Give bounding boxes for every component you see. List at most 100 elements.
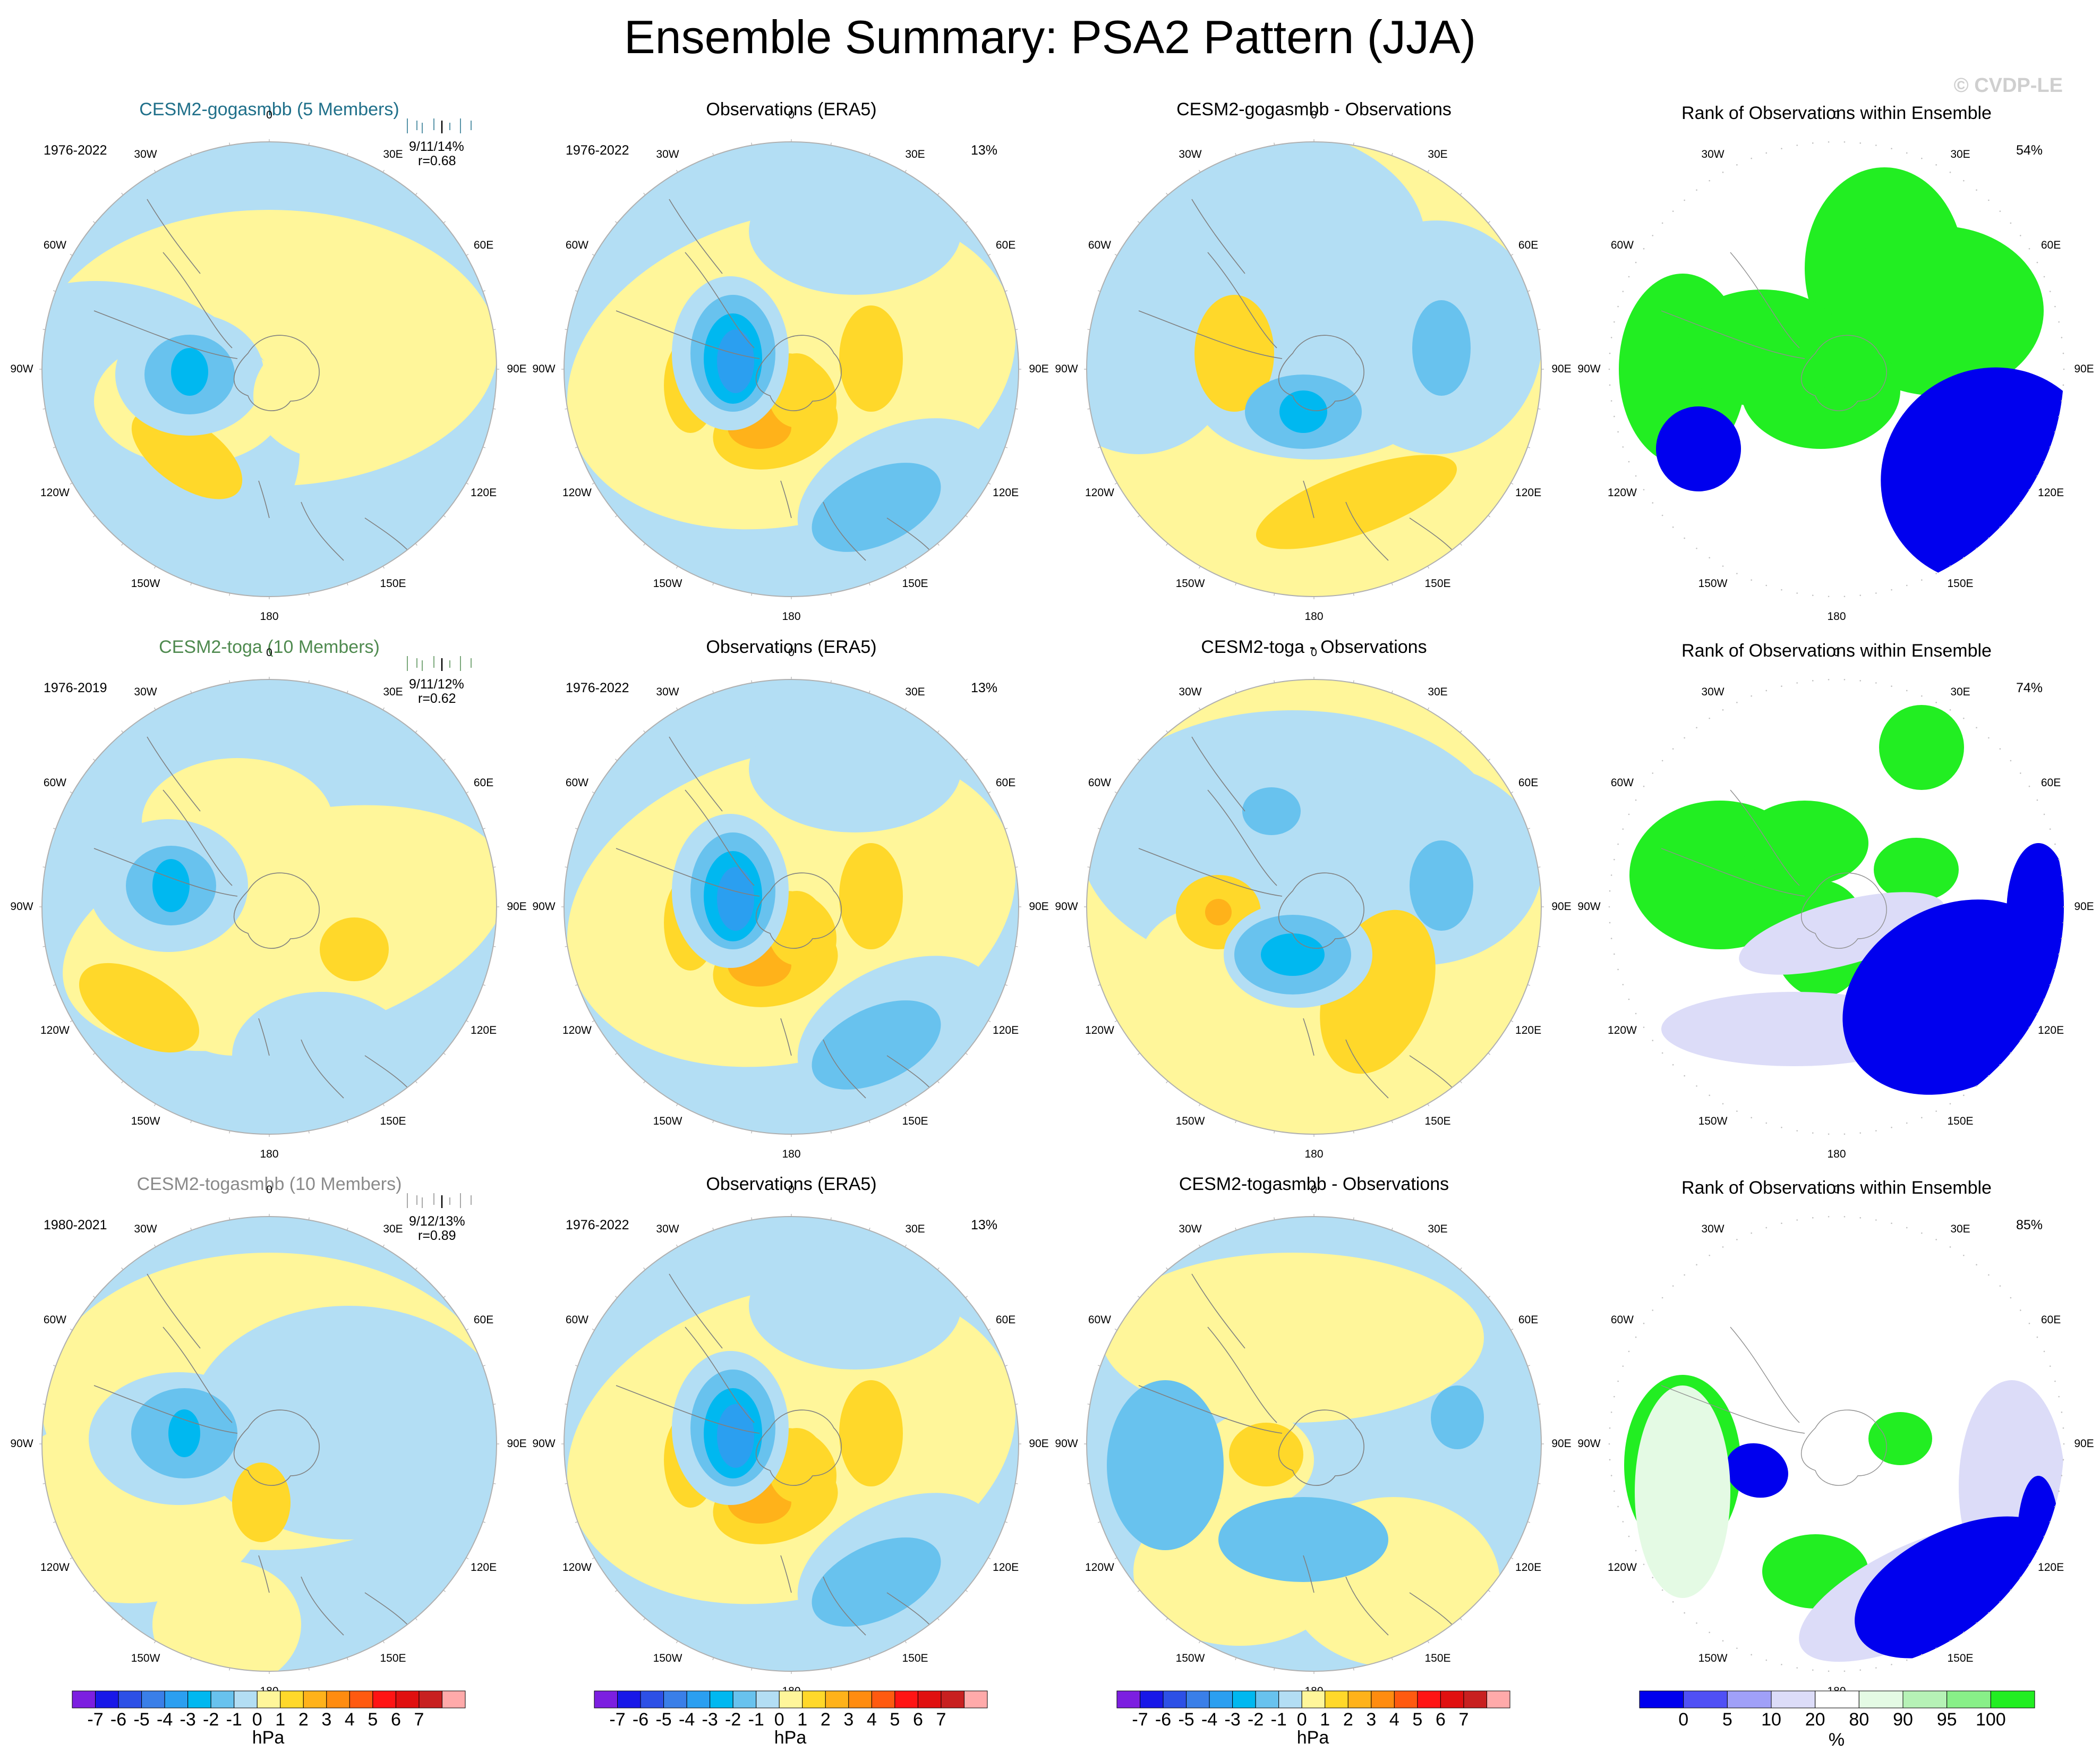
lon-label: 180 bbox=[1304, 610, 1324, 623]
lon-label: 60E bbox=[1518, 239, 1539, 251]
lon-label: 150E bbox=[902, 1652, 928, 1664]
lon-label: 90E bbox=[1029, 363, 1049, 375]
lon-label: 30W bbox=[1179, 1223, 1202, 1236]
contour-region bbox=[1431, 1385, 1484, 1449]
lon-label: 90W bbox=[532, 1438, 556, 1450]
colorbar-swatch bbox=[1116, 1690, 1141, 1708]
colorbar-tick: -6 bbox=[1155, 1710, 1172, 1730]
colorbar-swatch bbox=[164, 1690, 189, 1708]
colorbar-swatch bbox=[1186, 1690, 1210, 1708]
lon-label: 90E bbox=[1551, 363, 1572, 375]
colorbar-tick: 2 bbox=[298, 1710, 309, 1730]
colorbar-swatch bbox=[594, 1690, 618, 1708]
lon-label: 60W bbox=[1088, 777, 1112, 789]
lon-label: 150E bbox=[1947, 1652, 1974, 1664]
contour-region bbox=[1107, 1380, 1224, 1550]
colorbar-tick: 5 bbox=[1412, 1710, 1423, 1730]
lon-label: 60E bbox=[2041, 1314, 2061, 1326]
colorbar-tick: 5 bbox=[368, 1710, 378, 1730]
coastline bbox=[1661, 789, 1887, 949]
member-stats: 9/11/12% bbox=[409, 677, 464, 692]
colorbar-swatch bbox=[1771, 1690, 1816, 1708]
colorbar-tick: -5 bbox=[655, 1710, 672, 1730]
lon-label: 30W bbox=[1701, 686, 1725, 699]
colorbar-swatch bbox=[1394, 1690, 1418, 1708]
rank-region bbox=[1842, 899, 2064, 1095]
lon-label: 60E bbox=[995, 1314, 1016, 1326]
rank-region bbox=[1874, 838, 1959, 902]
lon-label: 60W bbox=[1610, 239, 1634, 251]
correlation-value: r=0.62 bbox=[418, 691, 456, 706]
lon-label: 30W bbox=[656, 686, 679, 699]
lon-label: 0 bbox=[266, 109, 272, 121]
rank-region bbox=[1868, 1412, 1932, 1465]
contour-region bbox=[812, 1000, 941, 1090]
colorbar-tick: -7 bbox=[609, 1710, 626, 1730]
lon-label: 90E bbox=[1029, 1438, 1049, 1450]
rank-region bbox=[1831, 226, 2044, 396]
lon-label: 90W bbox=[10, 363, 33, 375]
lon-label: 150W bbox=[653, 1652, 682, 1664]
colorbar-tick: 7 bbox=[1458, 1710, 1469, 1730]
hpa-colorbar bbox=[72, 1690, 466, 1708]
lon-label: 30W bbox=[134, 148, 157, 161]
colorbar-tick: 5 bbox=[1722, 1710, 1732, 1730]
colorbar-tick: -4 bbox=[1201, 1710, 1218, 1730]
difference-panel-title: CESM2-toga - Observations bbox=[1201, 637, 1427, 657]
colorbar-swatch bbox=[419, 1690, 442, 1708]
lon-label: 30W bbox=[656, 148, 679, 161]
lon-label: 180 bbox=[782, 1148, 801, 1160]
lon-label: 120E bbox=[2038, 487, 2064, 499]
figure-title: Ensemble Summary: PSA2 Pattern (JJA) bbox=[624, 11, 1476, 63]
colorbar-swatch bbox=[963, 1690, 988, 1708]
colorbar-swatch bbox=[1232, 1690, 1256, 1708]
rank-percent: 74% bbox=[2016, 681, 2043, 695]
contour-region bbox=[839, 843, 903, 949]
contour-region bbox=[839, 305, 903, 412]
colorbar-tick: 5 bbox=[890, 1710, 900, 1730]
contour-region bbox=[717, 867, 754, 931]
obs-panel-title: Observations (ERA5) bbox=[706, 99, 877, 120]
ensemble-map-2 bbox=[39, 1214, 499, 1674]
lon-label: 120W bbox=[562, 1024, 592, 1036]
colorbar-tick: -6 bbox=[110, 1710, 127, 1730]
lon-label: 90E bbox=[507, 1438, 527, 1450]
coastline bbox=[1661, 1327, 1887, 1486]
lon-label: 90E bbox=[2074, 363, 2094, 375]
obs-panel-title: Observations (ERA5) bbox=[706, 637, 877, 657]
lon-label: 30E bbox=[383, 1223, 403, 1236]
lon-label: 180 bbox=[1304, 1148, 1324, 1160]
colorbar-swatch bbox=[326, 1690, 350, 1708]
lon-label: 150E bbox=[1424, 1652, 1451, 1664]
colorbar-tick: 0 bbox=[1296, 1710, 1307, 1730]
lon-label: 120E bbox=[471, 1561, 497, 1574]
colorbar-swatch bbox=[1486, 1690, 1510, 1708]
contour-region bbox=[171, 348, 208, 396]
colorbar-tick: 90 bbox=[1893, 1710, 1913, 1730]
lon-label: 180 bbox=[1827, 610, 1846, 623]
colorbar-swatch bbox=[118, 1690, 142, 1708]
colorbar-swatch bbox=[1209, 1690, 1233, 1708]
colorbar-tick: -6 bbox=[632, 1710, 649, 1730]
lon-label: 90W bbox=[1577, 900, 1601, 913]
colorbar-tick: -2 bbox=[1248, 1710, 1264, 1730]
coastline bbox=[616, 199, 930, 561]
colorbar-swatch bbox=[1947, 1690, 1991, 1708]
contour-region bbox=[749, 167, 961, 295]
ensemble-map-0 bbox=[39, 139, 499, 599]
colorbar-tick: 7 bbox=[936, 1710, 946, 1730]
lon-label: 120W bbox=[1085, 487, 1114, 499]
contour-region bbox=[1194, 295, 1274, 412]
lon-label: 120E bbox=[1515, 487, 1542, 499]
lon-label: 90E bbox=[507, 363, 527, 375]
explained-variance: 13% bbox=[971, 1218, 998, 1232]
colorbar-tick: 0 bbox=[252, 1710, 262, 1730]
colorbar-tick: 2 bbox=[820, 1710, 831, 1730]
colorbar-swatch bbox=[1463, 1690, 1487, 1708]
correlation-value: r=0.89 bbox=[418, 1228, 456, 1243]
colorbar-tick: 3 bbox=[321, 1710, 332, 1730]
lon-label: 150W bbox=[131, 577, 160, 590]
contour-region bbox=[152, 859, 190, 912]
lon-label: 150E bbox=[380, 1652, 406, 1664]
contour-region bbox=[1102, 1253, 1484, 1423]
